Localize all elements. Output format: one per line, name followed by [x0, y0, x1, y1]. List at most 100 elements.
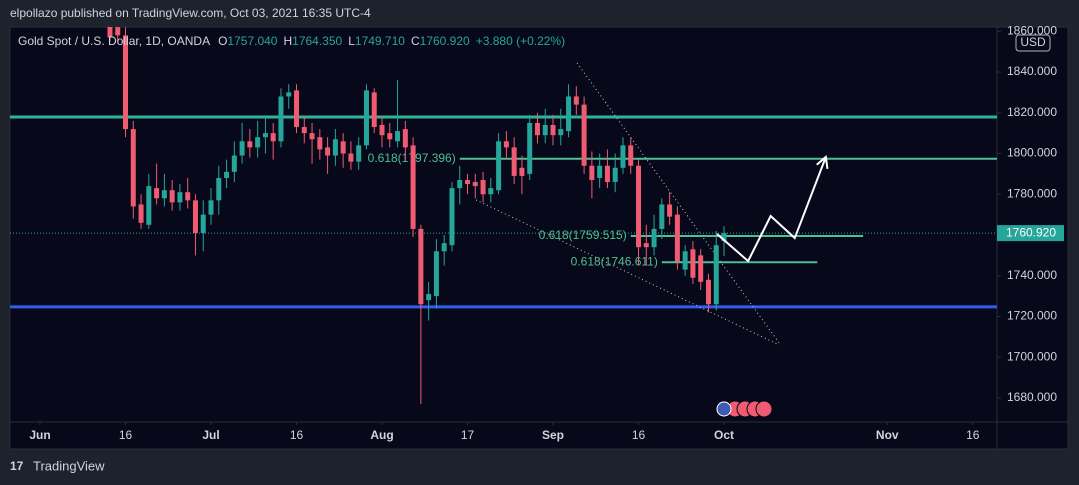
price-pane: 0.618(1797.396)0.618(1759.515)0.618(1746…: [10, 27, 997, 405]
candle-body: [185, 192, 191, 201]
candle-body: [433, 251, 439, 297]
candle-body: [550, 124, 556, 136]
x-tick-label: Jun: [29, 428, 50, 442]
candle-body: [472, 182, 478, 187]
candle-body: [286, 92, 292, 97]
candle-body: [465, 179, 471, 185]
candle-body: [589, 165, 595, 180]
x-tick-label: 16: [290, 428, 304, 442]
candle-body: [107, 27, 113, 38]
candle-body: [348, 153, 354, 162]
candle-body: [138, 204, 144, 223]
candle-body: [612, 167, 618, 183]
legend-value: 1749.710: [355, 34, 405, 48]
candle-body: [527, 122, 533, 174]
x-tick-label: Oct: [714, 428, 734, 442]
x-tick-label: 16: [966, 428, 980, 442]
candle-body: [480, 179, 486, 195]
candle-body: [294, 90, 300, 128]
trend-line: [576, 62, 780, 344]
candle-body: [387, 133, 393, 140]
candle-body: [332, 139, 338, 156]
candle-body: [651, 228, 657, 248]
candle-body: [542, 124, 548, 136]
candle-body: [262, 133, 268, 138]
x-tick-label: Jul: [202, 428, 219, 442]
candle-body: [317, 137, 323, 150]
candle-body: [247, 141, 253, 148]
y-tick-label: 1860.000: [1007, 23, 1057, 37]
legend: Gold Spot / U.S. Dollar, 1D, OANDA O 1757…: [18, 34, 565, 48]
y-tick-label: 1800.000: [1007, 146, 1057, 160]
arrow-head: [816, 155, 829, 169]
candle-body: [496, 141, 502, 191]
candle-body: [573, 96, 579, 105]
legend-value: 1757.040: [227, 34, 277, 48]
candle-body: [309, 133, 315, 140]
candle-body: [239, 141, 245, 156]
candle-body: [643, 243, 649, 248]
fib-label: 0.618(1759.515): [539, 228, 627, 242]
legend-key: O: [218, 34, 227, 48]
candle-body: [620, 145, 626, 168]
candle-body: [628, 145, 634, 166]
candle-body: [698, 255, 704, 282]
candle-body: [721, 233, 727, 242]
candle-body: [667, 204, 673, 217]
candle-body: [216, 177, 222, 201]
candle-body: [130, 129, 136, 207]
symbol: Gold Spot / U.S. Dollar, 1D, OANDA: [18, 34, 210, 48]
candle-body: [503, 141, 509, 148]
event-icons: [715, 400, 773, 418]
y-tick-label: 1700.000: [1007, 349, 1057, 363]
candle-body: [418, 228, 424, 305]
candle-body: [379, 124, 385, 136]
x-tick-label: 16: [632, 428, 646, 442]
candle-body: [426, 294, 432, 301]
candle-body: [659, 204, 665, 229]
y-tick-label: 1780.000: [1007, 186, 1057, 200]
candle-body: [604, 165, 610, 183]
y-tick-label: 1740.000: [1007, 268, 1057, 282]
y-tick-label: 1840.000: [1007, 64, 1057, 78]
x-tick-label: 16: [119, 428, 133, 442]
candle-body: [146, 186, 152, 225]
candle-body: [674, 214, 680, 262]
candle-body: [566, 96, 572, 132]
y-tick-label: 1820.000: [1007, 105, 1057, 119]
event-icon: [755, 400, 773, 418]
fib-label: 0.618(1746.611): [571, 254, 658, 268]
candle-body: [363, 90, 369, 146]
legend-change: +3.880 (+0.22%): [476, 34, 565, 48]
candle-body: [340, 141, 346, 154]
legend-key: H: [283, 34, 292, 48]
candle-body: [192, 200, 198, 233]
candle-body: [558, 129, 564, 136]
event-icon: [716, 401, 732, 417]
candle-body: [519, 167, 525, 176]
last-price-label: 1760.920: [1006, 225, 1056, 239]
legend-key: L: [348, 34, 355, 48]
publisher-note: elpollazo published on TradingView.com, …: [10, 6, 371, 20]
candle-body: [511, 147, 517, 176]
footer-brand: TradingView: [33, 458, 105, 473]
candle-body: [356, 145, 362, 162]
candle-body: [682, 251, 688, 270]
candle-body: [161, 190, 167, 199]
currency-box: [1015, 34, 1051, 52]
candle-body: [208, 200, 214, 215]
candle-body: [301, 127, 307, 134]
logo-mark: 17: [10, 459, 24, 473]
y-tick-label: 1680.000: [1007, 390, 1057, 404]
legend-key: C: [411, 34, 420, 48]
candle-body: [410, 145, 416, 229]
candle-body: [597, 165, 603, 178]
chart-frame: [9, 26, 1069, 450]
currency: USD: [1020, 35, 1046, 49]
candle-body: [123, 35, 129, 130]
x-tick-label: 17: [461, 428, 475, 442]
candle-body: [278, 96, 284, 142]
candle-body: [177, 192, 183, 203]
candle-body: [371, 92, 377, 128]
